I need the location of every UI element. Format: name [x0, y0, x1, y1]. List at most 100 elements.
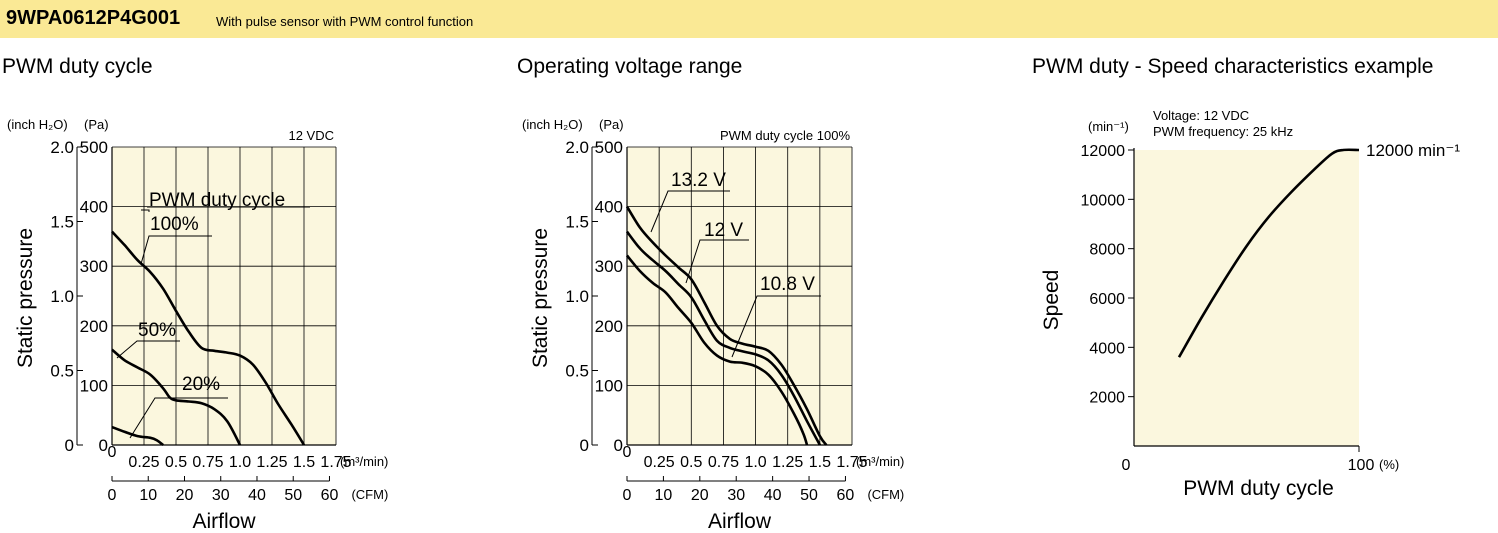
x-tick-label: 0: [623, 444, 632, 461]
y-tick-label: 100: [595, 376, 623, 395]
y-unit-pa: (Pa): [599, 117, 624, 132]
end-value-label: 12000 min⁻¹: [1366, 141, 1460, 160]
y-tick-label: 500: [595, 138, 623, 157]
plot-area: [1134, 150, 1359, 446]
cfm-tick-label: 50: [800, 487, 818, 504]
model-description: With pulse sensor with PWM control funct…: [216, 14, 474, 29]
label-leader: [129, 397, 228, 439]
y-tick-label: 2000: [1089, 390, 1125, 407]
plot-area: [627, 147, 852, 445]
condition-label: PWM duty cycle 100%: [720, 128, 850, 143]
y-unit-pa: (Pa): [84, 117, 109, 132]
y-tick-label: 4000: [1089, 340, 1125, 357]
x-tick-label: 1.75: [836, 454, 867, 471]
y-unit-inch: (inch H₂O): [522, 117, 583, 132]
y-unit: (min⁻¹): [1088, 119, 1129, 134]
x-tick-label: 0.25: [644, 454, 675, 471]
cfm-tick-label: 30: [727, 487, 745, 504]
label-leader: [685, 239, 749, 284]
y-unit-inch: (inch H₂O): [7, 117, 68, 132]
series-line: [625, 254, 809, 446]
label-leader: [116, 340, 180, 359]
x-tick-label: 0.5: [165, 454, 187, 471]
label-leader: [650, 190, 730, 233]
x-tick-label: 1.5: [293, 454, 315, 471]
cfm-unit: (CFM): [351, 487, 388, 502]
y-tick-label: 0: [99, 436, 108, 455]
y-tick-label: 8000: [1089, 242, 1125, 259]
x-axis-title: Airflow: [708, 510, 772, 533]
y-tick-label: 300: [80, 257, 108, 276]
x-tick-label: 0.25: [128, 454, 159, 471]
x-tick-label: 0.75: [708, 454, 739, 471]
y-tick-label: 6000: [1089, 291, 1125, 308]
y-tick-label: 200: [80, 317, 108, 336]
cfm-tick-label: 40: [764, 487, 782, 504]
series-line: [625, 205, 828, 446]
series-label: 10.8 V: [760, 274, 815, 295]
x-tick-label: 1.25: [772, 454, 803, 471]
y2-tick-label: 0: [580, 436, 589, 455]
series-line: [625, 230, 822, 446]
y2-tick-label: 2.0: [565, 138, 589, 157]
series-label: 13.2 V: [671, 170, 726, 191]
y2-tick-label: 0.5: [565, 362, 589, 381]
cfm-tick-label: 50: [284, 487, 302, 504]
x-axis-title: PWM duty cycle: [1183, 477, 1334, 500]
series-label: 20%: [182, 374, 220, 395]
y-tick-label: 12000: [1081, 143, 1126, 160]
series-line: [111, 348, 242, 446]
series-label: 12 V: [704, 220, 743, 241]
x-unit: (%): [1379, 457, 1399, 472]
header-bar: 9WPA0612P4G001 With pulse sensor with PW…: [0, 0, 1498, 38]
model-number: 9WPA0612P4G001: [6, 7, 181, 29]
y2-tick-label: 1.5: [50, 213, 74, 232]
cfm-tick-label: 10: [655, 487, 673, 504]
y2-tick-label: 2.0: [50, 138, 74, 157]
cfm-tick-label: 60: [837, 487, 855, 504]
chart1-title: PWM duty cycle: [2, 55, 153, 78]
cfm-tick-label: 40: [248, 487, 266, 504]
y-tick-label: 100: [80, 376, 108, 395]
cfm-tick-label: 10: [139, 487, 157, 504]
x-tick-label: 1.0: [229, 454, 251, 471]
x-tick-label: 1.5: [809, 454, 831, 471]
y-tick-label: 300: [595, 257, 623, 276]
x-tick-label: 1.25: [256, 454, 287, 471]
chart2-title: Operating voltage range: [517, 55, 743, 78]
x-tick-label: 0.5: [680, 454, 702, 471]
annotation-frequency: PWM frequency: 25 kHz: [1153, 124, 1293, 139]
x-tick-label: 100: [1348, 457, 1375, 474]
series-line: [1177, 148, 1360, 358]
legend-leader: [141, 209, 150, 212]
y-tick-label: 10000: [1081, 192, 1126, 209]
x-tick-label: 1.75: [320, 454, 351, 471]
y-tick-label: 500: [80, 138, 108, 157]
y-axis-title: Static pressure: [529, 228, 552, 368]
cfm-tick-label: 20: [176, 487, 194, 504]
cfm-tick-label: 30: [212, 487, 230, 504]
series-line: [111, 425, 164, 447]
y-axis-title: Static pressure: [14, 228, 37, 368]
y-tick-label: 0: [614, 436, 623, 455]
y2-tick-label: 0: [65, 436, 74, 455]
chart3-title: PWM duty - Speed characteristics example: [1032, 55, 1434, 78]
y2-tick-label: 1.0: [565, 287, 589, 306]
condition-label: 12 VDC: [288, 128, 334, 143]
label-leader: [731, 295, 821, 358]
annotation-voltage: Voltage: 12 VDC: [1153, 108, 1249, 123]
x-tick-label: 0.75: [192, 454, 223, 471]
y-tick-label: 200: [595, 317, 623, 336]
cfm-tick-label: 0: [623, 487, 632, 504]
label-leader: [140, 235, 212, 265]
x-axis-title: Airflow: [192, 510, 256, 533]
cfm-tick-label: 60: [321, 487, 339, 504]
y-tick-label: 400: [595, 198, 623, 217]
y-tick-label: 400: [80, 198, 108, 217]
cfm-tick-label: 20: [691, 487, 709, 504]
y2-tick-label: 0.5: [50, 362, 74, 381]
x-tick-label: 0: [108, 444, 117, 461]
legend-title: PWM duty cycle: [149, 190, 285, 211]
